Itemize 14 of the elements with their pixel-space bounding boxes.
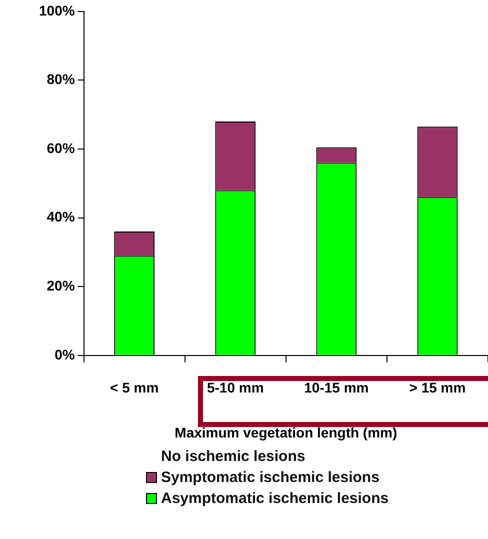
y-tick-label: 0% — [54, 346, 76, 362]
y-tick-label: 20% — [46, 277, 76, 294]
x-tick-label: 5-10 mm — [206, 380, 264, 396]
y-tick-label: 40% — [46, 208, 76, 225]
y-tick-label: 60% — [46, 140, 76, 156]
y-tick-label: 100% — [38, 2, 76, 18]
x-tick-label: < 5 mm — [110, 380, 159, 396]
legend-label: Symptomatic ischemic lesions — [161, 469, 380, 486]
x-tick-label: 10-15 mm — [304, 380, 369, 396]
x-tick-label: > 15 mm — [409, 380, 466, 396]
legend-label: Asymptomatic ischemic lesions — [161, 490, 389, 507]
y-tick-label: 80% — [46, 71, 76, 88]
x-axis-title: Maximum vegetation length (mm) — [174, 424, 398, 440]
text: No ischemic lesions — [161, 447, 306, 467]
